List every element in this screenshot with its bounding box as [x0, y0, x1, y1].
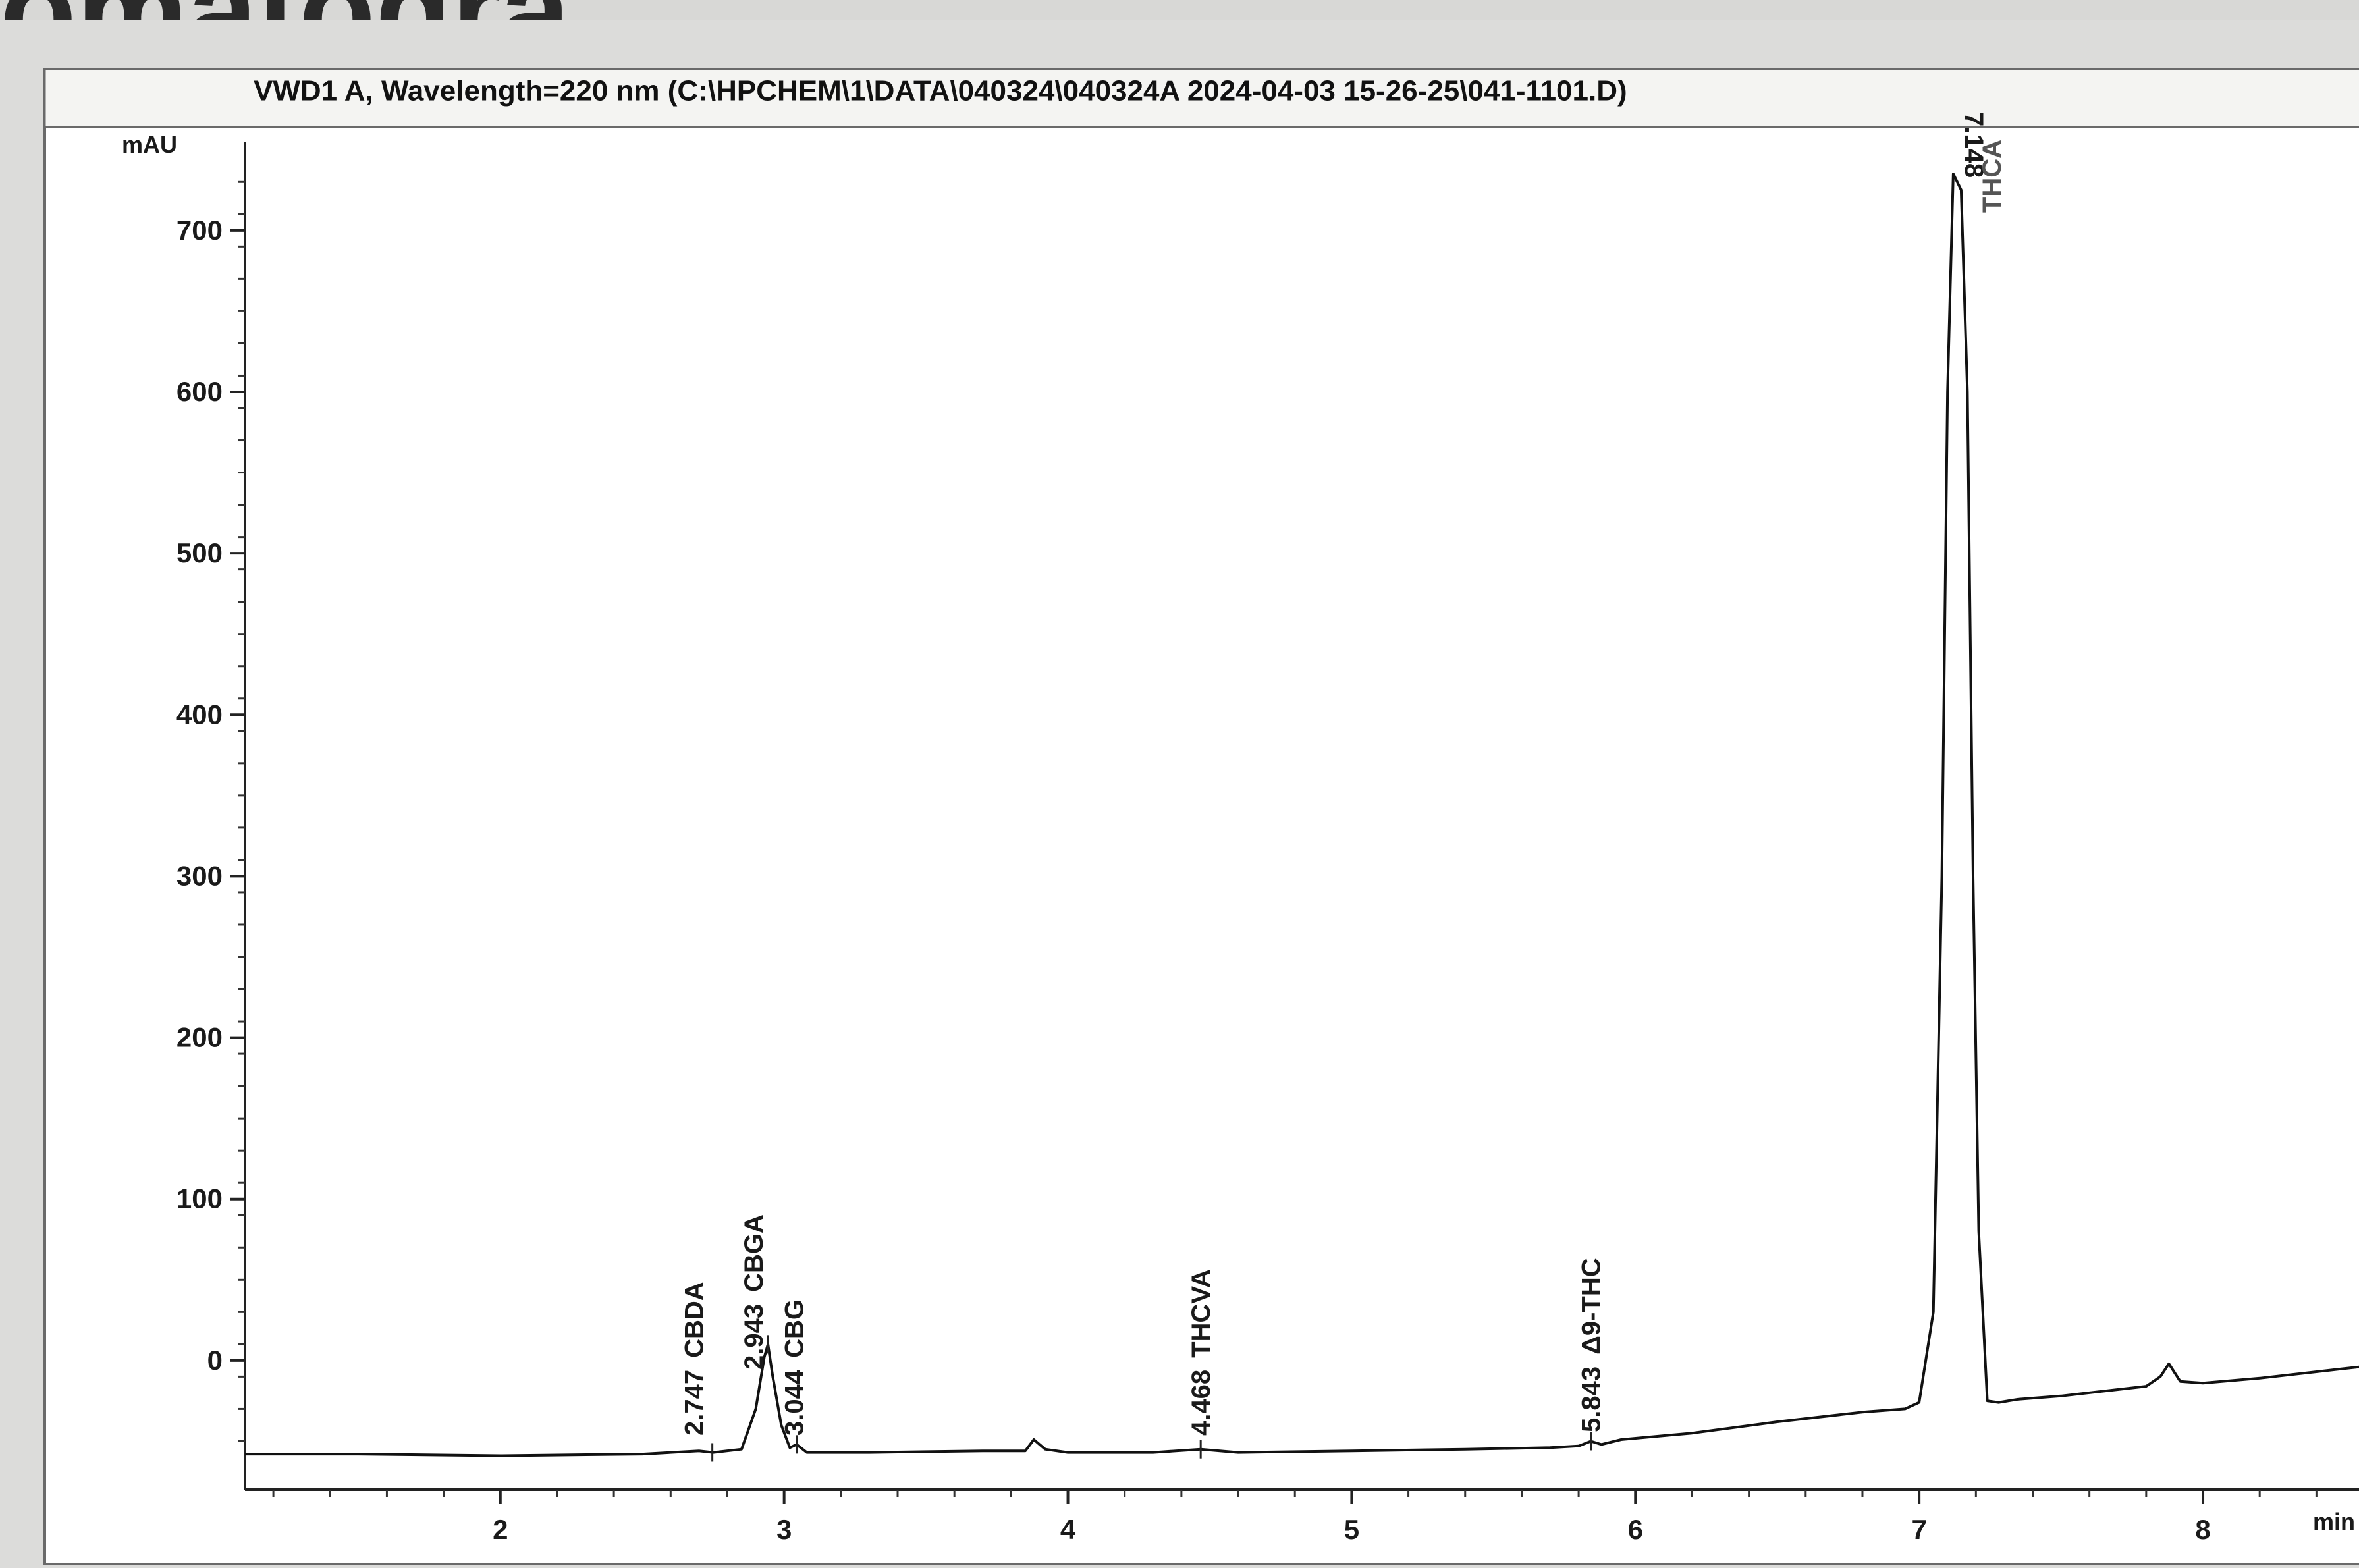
peak-name-label: THCA: [1978, 140, 2007, 213]
tick-labels: 0 100 200 300 400 500 600 700 2 3 4 5 6 7 8: [176, 215, 2211, 1545]
y-tick-label: 200: [176, 1022, 223, 1053]
chart-title: VWD1 A, Wavelength=220 nm (C:\HPCHEM\1\D…: [254, 74, 1627, 107]
peak-labels: 2.747 CBDA 2.943 CBGA 3.044 CBG 4.468 THCVA 5.84…: [680, 112, 2007, 1436]
peak-time-label: 2.747: [680, 1370, 709, 1436]
peak-time-label: 3.044: [780, 1369, 809, 1436]
peak-name-label: CBDA: [680, 1282, 709, 1358]
peak-label: 2.747 CBDA: [680, 1282, 709, 1436]
peak-name-label: CBGA: [740, 1214, 769, 1292]
peak-label: 5.843 Δ9-THC: [1577, 1258, 1606, 1432]
tick-marks: [230, 180, 2318, 1504]
x-tick-label: 2: [493, 1514, 508, 1545]
peak-label: 2.943 CBGA: [740, 1214, 769, 1370]
peak-time-label: 4.468: [1187, 1370, 1216, 1436]
y-tick-label: 500: [176, 537, 223, 568]
x-tick-label: 4: [1060, 1514, 1076, 1545]
y-tick-label: 400: [176, 699, 223, 730]
peak-time-label: 7.148: [1959, 112, 1988, 178]
y-axis-unit-label: mAU: [122, 131, 177, 158]
x-tick-label: 7: [1911, 1514, 1926, 1545]
y-tick-label: 300: [176, 860, 223, 891]
y-tick-label: 0: [207, 1345, 223, 1376]
x-axis-unit-label: min: [2313, 1508, 2355, 1535]
x-tick-label: 5: [1344, 1514, 1359, 1545]
peak-markers: [711, 1335, 1592, 1462]
y-tick-label: 700: [176, 215, 223, 246]
peak-label: 3.044 CBG: [780, 1299, 809, 1436]
chart-header-strip: [43, 68, 2359, 128]
y-tick-label: 600: [176, 376, 223, 407]
peak-label: 4.468 THCVA: [1187, 1269, 1216, 1436]
peak-name-label: THCVA: [1187, 1269, 1216, 1358]
x-tick-label: 3: [776, 1514, 792, 1545]
peak-name-label: Δ9-THC: [1577, 1258, 1606, 1355]
y-tick-label: 100: [176, 1183, 223, 1214]
peak-time-label: 5.843: [1577, 1366, 1606, 1432]
peak-time-label: 2.943: [740, 1304, 769, 1370]
x-tick-label: 6: [1628, 1514, 1643, 1545]
peak-name-label: CBG: [780, 1299, 809, 1358]
axes: [244, 142, 2359, 1491]
x-tick-label: 8: [2195, 1514, 2210, 1545]
